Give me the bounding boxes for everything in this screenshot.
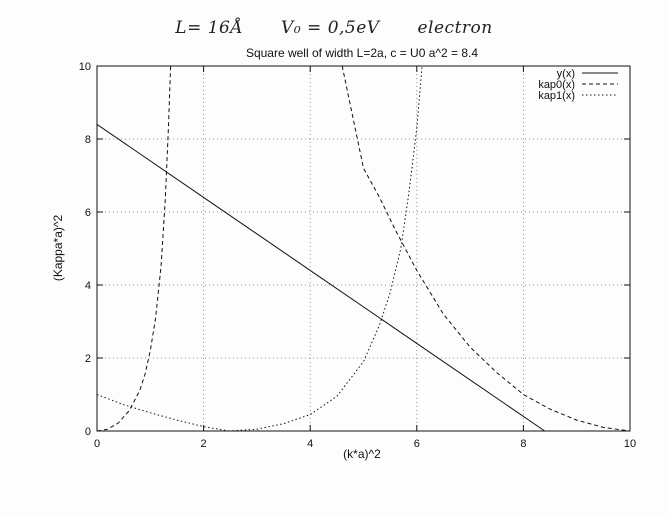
series-line-yx — [96, 123, 545, 432]
series-line-kap1x — [228, 65, 423, 432]
handwritten-annotation: L= 16Å V₀ = 0,5eV electron — [0, 18, 668, 38]
series-line-kap0x — [341, 65, 631, 432]
x-tick-label: 0 — [94, 438, 100, 450]
grid — [97, 66, 630, 431]
y-tick-label: 10 — [79, 61, 91, 73]
chart-title: Square well of width L=2a, c = U0 a^2 = … — [246, 46, 478, 60]
legend-label: y(x) — [557, 68, 575, 80]
y-tick-label: 0 — [85, 426, 91, 438]
x-tick-label: 4 — [307, 438, 313, 450]
y-tick-label: 8 — [85, 134, 91, 146]
annotation-length: L= 16Å — [175, 18, 244, 38]
x-tick-label: 2 — [201, 438, 207, 450]
series-group — [96, 65, 631, 432]
series-line-kap1x — [96, 394, 229, 432]
x-tick-label: 6 — [414, 438, 420, 450]
x-tick-label: 10 — [624, 438, 636, 450]
annotation-particle: electron — [417, 18, 493, 38]
annotation-potential: V₀ = 0,5eV — [281, 18, 380, 38]
plot-frame — [96, 65, 631, 432]
axis-ticks: 0 2 4 6 8 10 0 2 4 6 8 10 — [79, 61, 636, 450]
legend-label: kap1(x) — [538, 90, 575, 102]
legend: y(x)kap0(x)kap1(x) — [538, 68, 618, 102]
legend-label: kap0(x) — [538, 79, 575, 91]
y-tick-label: 6 — [85, 207, 91, 219]
series-line-kap0x — [96, 65, 172, 432]
x-tick-label: 8 — [520, 438, 526, 450]
y-tick-label: 2 — [85, 353, 91, 365]
y-axis-label: (Kappa*a)^2 — [51, 215, 65, 282]
x-axis-label: (k*a)^2 — [343, 447, 381, 461]
y-tick-label: 4 — [85, 280, 91, 292]
